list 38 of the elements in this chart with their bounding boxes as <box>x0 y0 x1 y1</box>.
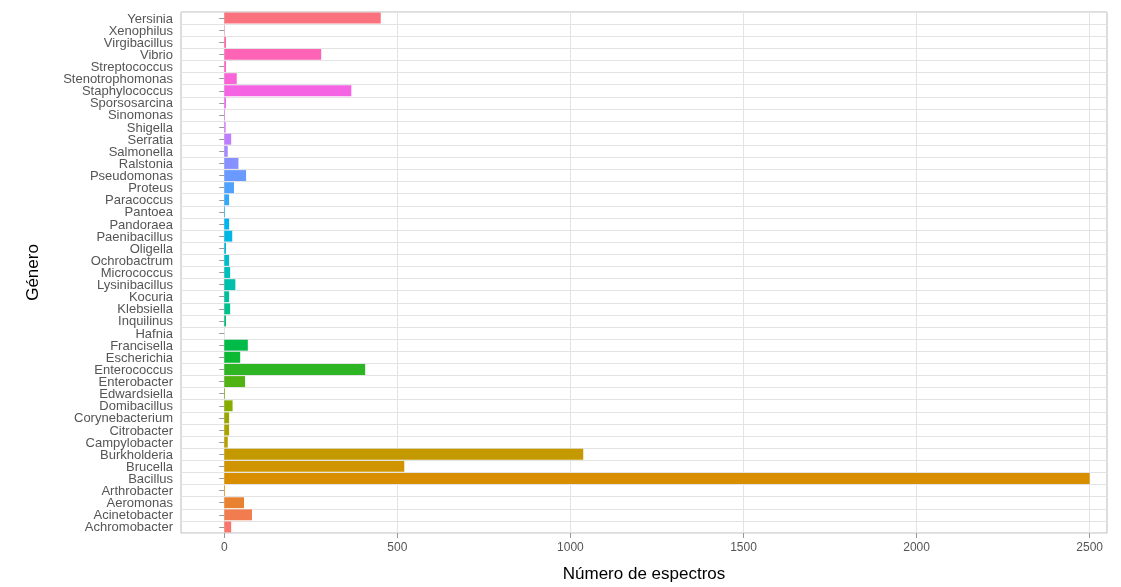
y-tick-label: Sinomonas <box>107 107 174 123</box>
bar <box>224 376 246 387</box>
bar <box>224 182 234 194</box>
bar <box>224 339 248 351</box>
bar <box>224 291 230 303</box>
bar <box>224 424 230 436</box>
bar <box>224 170 247 182</box>
bar <box>224 363 366 375</box>
x-tick-label: 0 <box>220 540 228 554</box>
bar <box>224 133 232 145</box>
y-tick-label: Yersinia <box>127 10 174 26</box>
bar <box>224 267 231 278</box>
x-tick-label: 1000 <box>557 540 585 554</box>
bar <box>224 194 230 206</box>
bar <box>224 521 232 533</box>
y-tick-label: Staphylococcus <box>81 83 174 99</box>
bar <box>224 48 322 60</box>
x-tick-label: 2500 <box>1076 540 1104 554</box>
bar <box>224 400 233 412</box>
x-tick-label: 2000 <box>903 540 931 554</box>
bar <box>224 145 228 157</box>
y-tick-label: Vibrio <box>139 46 173 62</box>
bar <box>224 158 239 169</box>
y-tick-label: Streptococcus <box>90 59 174 75</box>
x-tick-label: 500 <box>387 540 408 554</box>
bar <box>224 303 231 315</box>
bar <box>224 412 230 424</box>
y-axis-title: Género <box>23 244 42 301</box>
bar <box>224 279 236 291</box>
bar <box>224 497 244 509</box>
bar <box>224 218 230 230</box>
bar <box>224 509 252 521</box>
x-tick-label: 1500 <box>730 540 758 554</box>
y-tick-label: Micrococcus <box>100 265 174 280</box>
bar <box>224 254 230 266</box>
bar <box>224 351 241 363</box>
x-axis-title: Número de espectros <box>562 564 726 583</box>
bar <box>224 12 381 24</box>
